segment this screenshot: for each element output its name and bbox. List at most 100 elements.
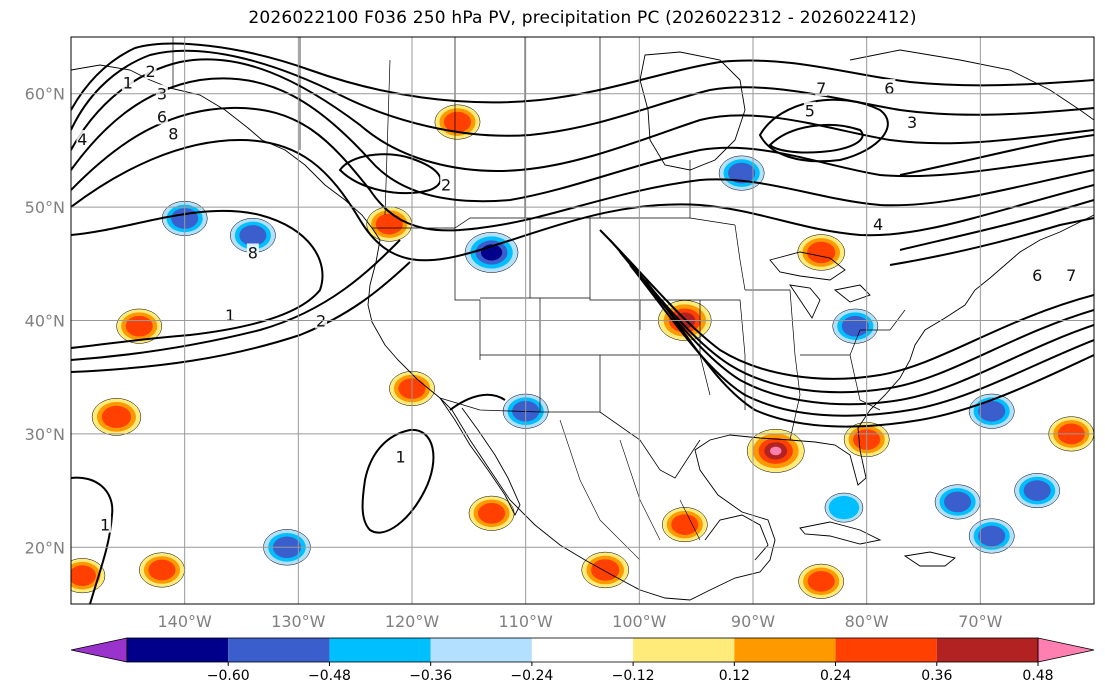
longitude-tick-label: 110°W — [498, 612, 553, 631]
pv-label-background — [815, 79, 828, 97]
pv-contour-label: 2 — [441, 175, 451, 194]
pv-contours — [71, 42, 1094, 604]
longitude-tick-label: 130°W — [271, 612, 326, 631]
colorbar-tick-label: −0.60 — [207, 668, 250, 684]
pv-contour-line — [71, 49, 1094, 137]
baja-california-outline — [439, 397, 521, 517]
colorbar-tick-label: 0.48 — [1022, 668, 1053, 684]
pv-contour-line — [338, 153, 442, 195]
precip-negative-region — [978, 525, 1006, 547]
colorbar-tick-label: 0.12 — [719, 668, 750, 684]
pv-contour-label: 5 — [805, 102, 815, 121]
precip-positive-region — [148, 559, 176, 581]
alaska-outline — [71, 64, 171, 89]
colorbar — [70, 637, 1095, 663]
longitude-tick-label: 90°W — [731, 612, 775, 631]
pv-label-background — [394, 447, 407, 465]
colorbar-segment — [430, 638, 532, 662]
precip-negative-region — [944, 491, 972, 513]
pv-label-background — [883, 79, 896, 97]
pv-contour-line — [71, 261, 411, 373]
pv-label-background — [155, 107, 168, 125]
precip-positive-region — [101, 405, 132, 429]
pv-label-background — [99, 515, 112, 533]
colorbar-tick-label: −0.48 — [308, 668, 351, 684]
pv-label-background — [872, 215, 885, 233]
colorbar-segment — [633, 638, 735, 662]
precip-negative-region — [978, 400, 1006, 422]
precip-positive-region — [443, 111, 472, 133]
mexico-borders — [559, 419, 701, 561]
precip-positive-region — [71, 565, 96, 586]
longitude-tick-labels: 140°W 130°W 120°W 110°W 100°W 90°W 80°W 70°W — [157, 612, 1002, 631]
colorbar-tick-label: 0.24 — [820, 668, 851, 684]
pv-contour-line — [599, 229, 1094, 380]
pv-contour-line — [71, 77, 1094, 203]
pv-contour-label: 1 — [396, 448, 406, 467]
precip-negative-region — [828, 495, 860, 520]
pv-contour-line — [71, 209, 324, 349]
precipitation-pc-shading — [71, 104, 1094, 599]
pv-contour-line — [71, 106, 1094, 232]
pv-contour-label: 6 — [884, 79, 894, 98]
map-frame — [70, 36, 1095, 605]
colorbar-tick-label: −0.12 — [612, 668, 655, 684]
colorbar-segment — [936, 638, 1038, 662]
pv-contour-line — [758, 98, 889, 163]
great-lakes-outline — [769, 251, 871, 319]
precip-positive-region — [671, 514, 699, 535]
colorbar-tick-label: 0.36 — [921, 668, 952, 684]
longitude-tick-label: 100°W — [612, 612, 667, 631]
colorbar-upper-extension — [1037, 637, 1095, 663]
pv-contour-label: 1 — [225, 306, 235, 325]
pv-contour-label: 1 — [100, 516, 110, 535]
pv-label-background — [1065, 266, 1078, 284]
pv-label-background — [144, 62, 157, 80]
colorbar-tick-label: −0.24 — [510, 668, 553, 684]
colorbar-tick-labels: −0.60 −0.48 −0.36 −0.24 −0.12 0.12 0.24 0.36 0.4… — [207, 662, 1054, 684]
pv-contour-line — [619, 251, 1094, 406]
us-mexico-border — [439, 397, 701, 479]
pv-contour-label: 6 — [1032, 266, 1042, 285]
latitude-tick-label: 40°N — [25, 312, 65, 331]
pv-contour-line — [71, 239, 401, 361]
us-state-borders — [372, 217, 906, 441]
yucatan-outline — [704, 514, 769, 561]
pv-label-background — [803, 101, 816, 119]
pv-contour-line — [768, 124, 864, 154]
pv-contour-line — [899, 199, 1094, 251]
pv-contour-line — [71, 58, 1094, 172]
colorbar-segment — [835, 638, 937, 662]
longitude-tick-label: 120°W — [385, 612, 440, 631]
pv-contour-line — [889, 217, 1094, 266]
colorbar-segment — [329, 638, 431, 662]
precip-positive-region — [125, 315, 153, 337]
precip-positive-region — [807, 570, 835, 592]
hudson-bay-outline — [639, 51, 746, 171]
precip-positive-region — [375, 213, 403, 235]
hispaniola-outline — [903, 551, 956, 567]
longitude-tick-label: 80°W — [845, 612, 889, 631]
colorbar-segment — [127, 638, 229, 662]
pv-contour-line — [71, 138, 1094, 262]
pv-contour-label: 7 — [816, 79, 826, 98]
lat-lon-gridlines — [71, 37, 1094, 604]
west-coast-outline — [169, 87, 1094, 601]
colorbar-tick-label: −0.36 — [409, 668, 452, 684]
pv-contour-line — [609, 239, 1094, 394]
latitude-tick-label: 30°N — [25, 425, 65, 444]
precip-negative-region — [1023, 480, 1051, 501]
pv-contour-line — [644, 279, 1094, 428]
colorbar-frame — [126, 637, 1039, 663]
precip-negative-region — [841, 315, 869, 337]
pv-contour-label: 4 — [77, 130, 87, 149]
pv-contour-line — [629, 264, 1094, 417]
figure-title: 2026022100 F036 250 hPa PV, precipitatio… — [248, 8, 917, 28]
colorbar-segment — [531, 638, 634, 662]
pv-label-background — [224, 305, 237, 323]
pv-label-background — [440, 175, 453, 193]
pv-contour-line — [449, 393, 506, 411]
colorbar-segment — [228, 638, 330, 662]
pv-contour-label: 8 — [168, 124, 178, 143]
